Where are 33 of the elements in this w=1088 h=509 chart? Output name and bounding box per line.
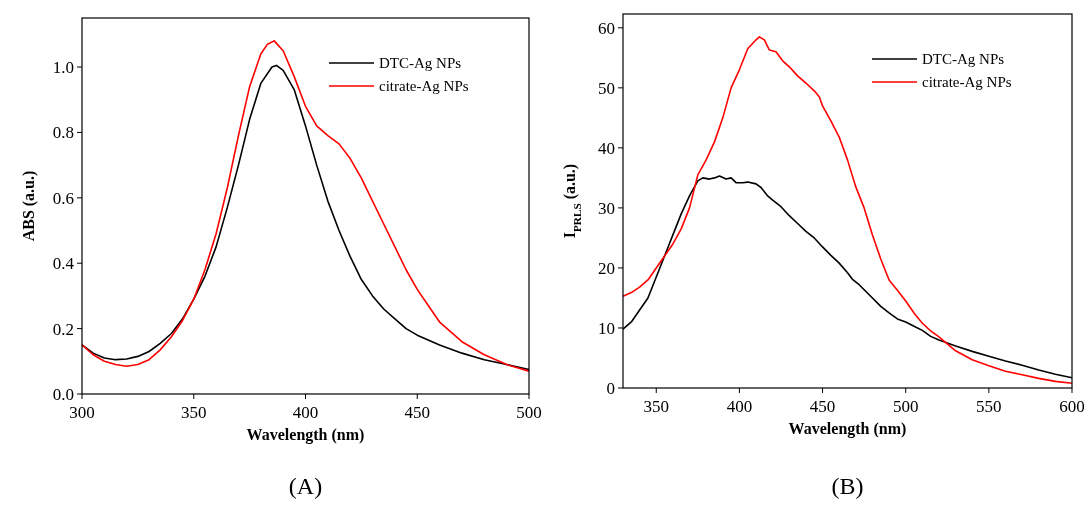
x-axis-title: Wavelength (nm) [246, 426, 365, 444]
y-tick-label: 40 [598, 138, 615, 158]
y-tick-label: 0.6 [52, 188, 74, 208]
text: (B) [831, 473, 864, 499]
y-tick-label: 50 [598, 78, 615, 98]
x-tick-label: 500 [516, 403, 542, 422]
y-tick-label: 0.8 [52, 123, 74, 143]
x-tick-label: 400 [292, 403, 319, 422]
x-tick-label: 450 [809, 397, 836, 416]
y-tick-label: 0.2 [52, 319, 74, 339]
legend-label: citrate-Ag NPs [379, 78, 469, 94]
x-axis-title: Wavelength (nm) [788, 420, 907, 438]
y-tick-label: 30 [598, 198, 615, 218]
y-tick-label: 20 [598, 258, 615, 278]
legend-label: DTC-Ag NPs [922, 51, 1005, 67]
y-tick-label: 0.0 [52, 385, 74, 404]
x-tick-label: 350 [643, 397, 670, 416]
legend-label: DTC-Ag NPs [379, 55, 462, 71]
x-tick-label: 450 [404, 403, 430, 422]
x-tick-label: 550 [976, 397, 1002, 416]
x-tick-label: 500 [892, 397, 919, 416]
text: (A) [288, 473, 323, 499]
x-tick-label: 350 [181, 403, 207, 422]
y-axis-title: ABS (a.u.) [20, 170, 38, 242]
legend-label: citrate-Ag NPs [922, 74, 1012, 90]
x-tick-label: 400 [726, 397, 753, 416]
x-tick-label: 300 [69, 403, 95, 422]
y-tick-label: 0 [606, 379, 615, 398]
y-tick-label: 60 [598, 18, 615, 38]
y-tick-label: 10 [598, 318, 615, 338]
x-tick-label: 600 [1059, 397, 1085, 416]
y-tick-label: 1.0 [52, 58, 74, 78]
y-tick-label: 0.4 [52, 254, 75, 274]
